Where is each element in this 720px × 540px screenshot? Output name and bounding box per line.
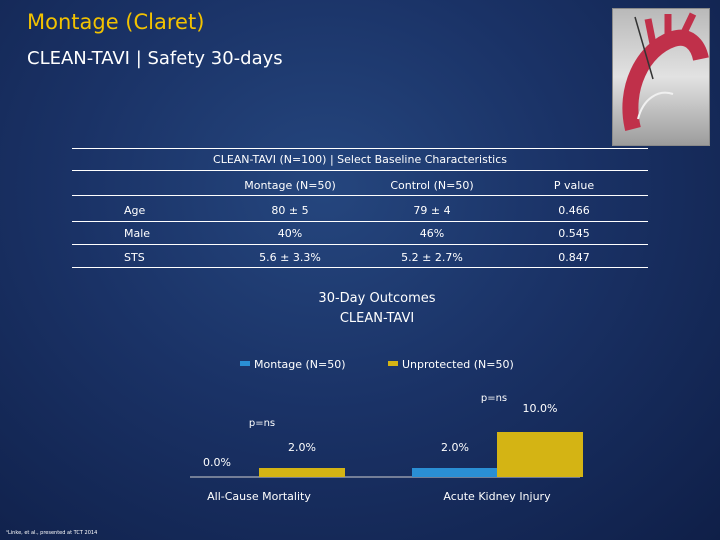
cell-sts-montage: 5.6 ± 3.3%: [259, 251, 321, 264]
table-rule: [72, 195, 648, 196]
col-header-control: Control (N=50): [390, 179, 474, 192]
footnote: ¹Linke, et al., presented at TCT 2014: [6, 530, 98, 536]
legend-swatch-1: [388, 361, 398, 366]
table-rule: [72, 244, 648, 245]
bar-1-0: [412, 468, 498, 477]
bar-1-1: [497, 432, 583, 477]
row-label-male: Male: [124, 227, 151, 240]
table-rule: [72, 267, 648, 268]
table-rule: [72, 170, 648, 171]
table-top-line: [72, 148, 648, 149]
slide-title: Montage (Claret): [27, 10, 205, 34]
p-value-annotation-0: p=ns: [249, 418, 275, 429]
row-label-age: Age: [124, 204, 146, 217]
legend-label-1: Unprotected (N=50): [402, 358, 514, 371]
cell-sts-control: 5.2 ± 2.7%: [401, 251, 463, 264]
category-label-0: All-Cause Mortality: [207, 490, 311, 503]
cell-age-control: 79 ± 4: [413, 204, 451, 217]
cell-male-pvalue: 0.545: [558, 227, 590, 240]
slide-subtitle: CLEAN-TAVI | Safety 30-days: [27, 48, 283, 69]
p-value-annotation-1: p=ns: [481, 393, 507, 404]
bar-0-1: [259, 468, 345, 477]
cell-sts-pvalue: 0.847: [558, 251, 590, 264]
device-illustration: [612, 8, 710, 146]
col-header-montage: Montage (N=50): [244, 179, 336, 192]
chart-subtitle: CLEAN-TAVI: [340, 311, 414, 326]
aortic-arch-illustration: [622, 12, 709, 131]
data-label-1-1: 10.0%: [523, 402, 558, 415]
cell-age-pvalue: 0.466: [558, 204, 590, 217]
data-label-1-0: 2.0%: [441, 441, 469, 454]
cell-male-montage: 40%: [277, 227, 303, 240]
chart-title: 30-Day Outcomes: [318, 291, 435, 306]
table-rule: [72, 221, 648, 222]
cell-age-montage: 80 ± 5: [271, 204, 309, 217]
row-label-sts: STS: [124, 251, 145, 264]
legend-swatch-0: [240, 361, 250, 366]
data-label-0-0: 0.0%: [203, 456, 231, 469]
category-label-1: Acute Kidney Injury: [443, 490, 551, 503]
table-caption: CLEAN-TAVI (N=100) | Select Baseline Cha…: [213, 153, 507, 166]
cell-male-control: 46%: [419, 227, 445, 240]
data-label-0-1: 2.0%: [288, 441, 316, 454]
col-header-pvalue: P value: [553, 179, 595, 192]
legend-label-0: Montage (N=50): [254, 358, 346, 371]
